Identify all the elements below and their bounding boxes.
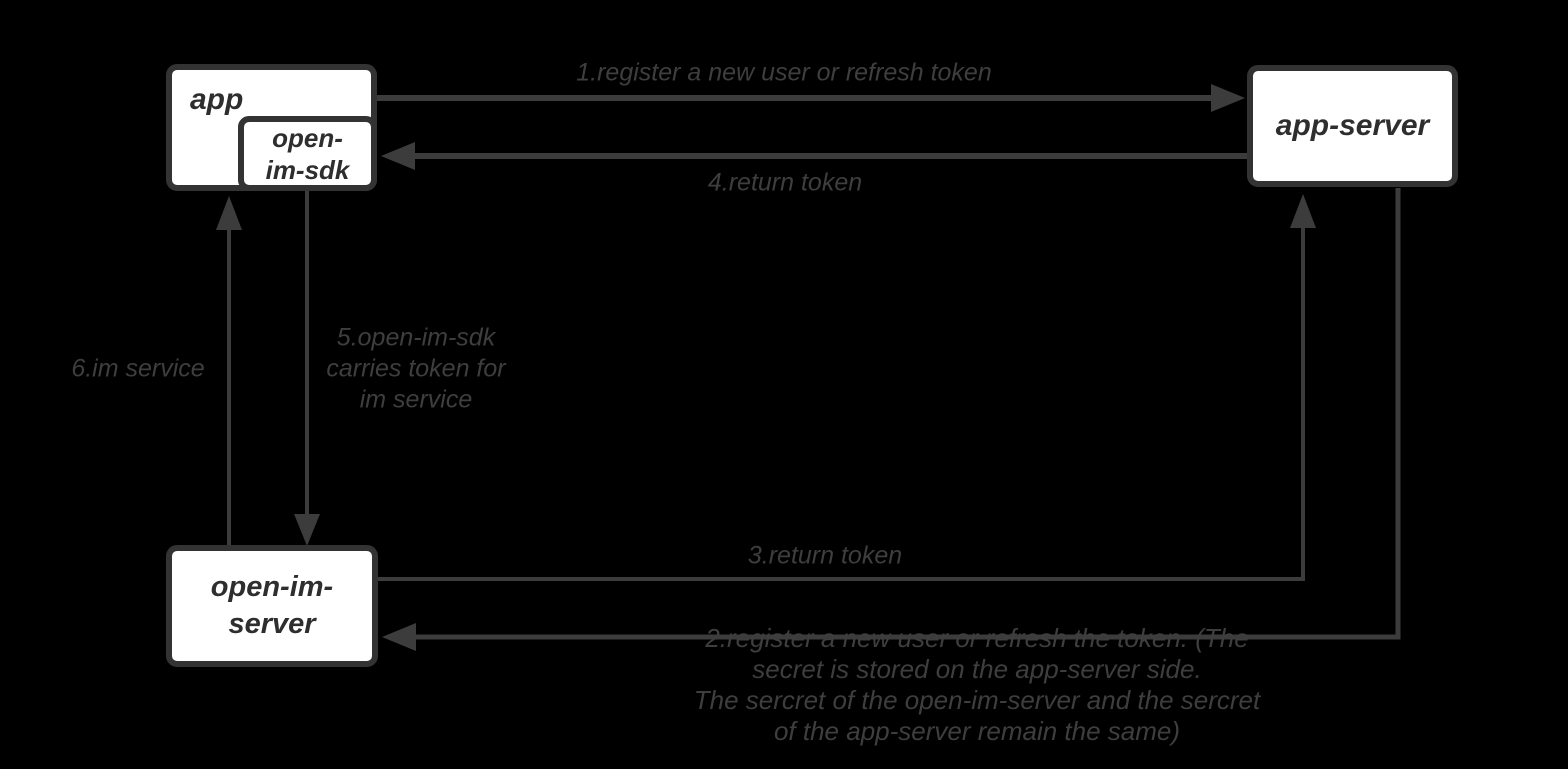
edge-5-label: 5.open-im-sdk carries token for im servi… bbox=[326, 323, 506, 414]
arrowhead-left-icon bbox=[382, 623, 416, 651]
arrowhead-left-icon bbox=[381, 142, 415, 170]
arrowhead-up-icon bbox=[1290, 194, 1316, 228]
edge-3-arrow bbox=[378, 194, 1316, 581]
node-app-server: app-server bbox=[1247, 65, 1458, 187]
edge-6-arrow bbox=[216, 196, 242, 545]
node-open-im-sdk: open- im-sdk bbox=[238, 116, 377, 191]
edge-5-arrow bbox=[294, 191, 320, 546]
arrowhead-right-icon bbox=[1211, 84, 1245, 112]
edge-1-label: 1.register a new user or refresh token bbox=[576, 58, 992, 87]
node-app-label: app bbox=[190, 83, 244, 116]
edge-4-label: 4.return token bbox=[707, 168, 863, 197]
edge-2-arrow bbox=[382, 188, 1401, 651]
node-open-im-server-label: open-im- server bbox=[210, 571, 334, 640]
node-app-server-label: app-server bbox=[1275, 109, 1430, 142]
edge-1-arrow bbox=[377, 84, 1245, 112]
node-open-im-server: open-im- server bbox=[166, 545, 378, 667]
node-open-im-sdk-label: open- im-sdk bbox=[265, 122, 350, 185]
arrowhead-down-icon bbox=[294, 514, 320, 546]
edge-6-label: 6.im service bbox=[71, 354, 205, 383]
edge-4-arrow bbox=[381, 142, 1247, 170]
edge-2-label: 2.register a new user or refresh the tok… bbox=[693, 623, 1261, 746]
edge-3-label: 3.return token bbox=[747, 541, 903, 570]
arrowhead-up-icon bbox=[216, 196, 242, 230]
